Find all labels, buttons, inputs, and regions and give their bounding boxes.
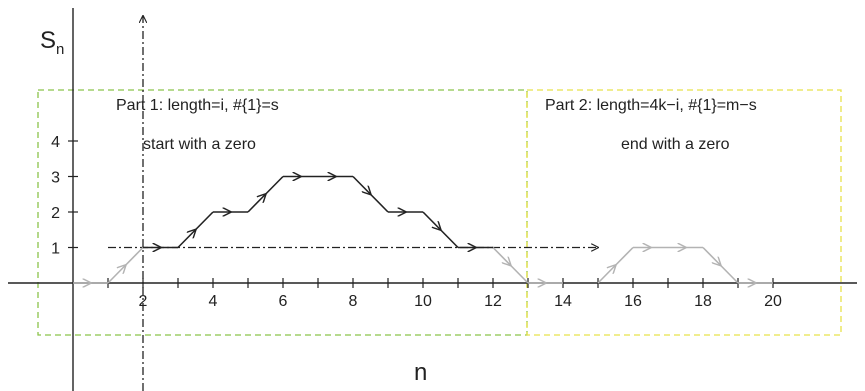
y-axis-title: Sn xyxy=(40,27,64,58)
dark-step-segment xyxy=(369,193,389,213)
light-step-arrow xyxy=(597,265,616,284)
y-tick-label: 2 xyxy=(51,205,60,222)
x-tick-label: 10 xyxy=(414,293,432,310)
part2-subtitle: end with a zero xyxy=(621,136,730,153)
y-tick-label: 3 xyxy=(51,170,60,187)
light-step-arrow xyxy=(492,246,511,266)
y-tick-label: 4 xyxy=(51,134,60,151)
x-tick-label: 18 xyxy=(694,293,712,310)
x-tick-label: 16 xyxy=(624,293,642,310)
dark-step-segment xyxy=(264,175,284,195)
dark-step-arrow xyxy=(247,194,266,213)
dark-step-arrow xyxy=(352,175,371,195)
y-tick-label: 1 xyxy=(51,241,60,258)
part1-subtitle: start with a zero xyxy=(143,136,256,153)
x-tick-label: 8 xyxy=(349,293,358,310)
tick-marks xyxy=(68,140,774,288)
x-axis-title: n xyxy=(414,359,427,386)
x-tick-label: 4 xyxy=(209,293,218,310)
part1-title: Part 1: length=i, #{1}=s xyxy=(116,97,279,114)
x-tick-label: 20 xyxy=(764,293,782,310)
x-tick-label: 12 xyxy=(484,293,502,310)
dark-step-segment xyxy=(194,211,214,231)
light-step-segment xyxy=(719,264,739,284)
light-step-segment xyxy=(124,246,144,266)
light-step-segment xyxy=(614,246,634,266)
light-step-segment xyxy=(509,264,529,284)
path-steps xyxy=(73,177,773,284)
part2-box xyxy=(526,89,842,336)
x-tick-label: 6 xyxy=(279,293,288,310)
part2-title: Part 2: length=4k−i, #{1}=m−s xyxy=(545,97,757,114)
light-step-arrow xyxy=(702,246,721,266)
x-tick-label: 14 xyxy=(554,293,572,310)
dark-step-segment xyxy=(439,229,459,249)
dark-step-arrow xyxy=(422,211,441,230)
x-tick-label: 2 xyxy=(139,293,148,310)
light-step-arrow xyxy=(107,265,126,284)
dark-step-arrow xyxy=(177,230,196,249)
